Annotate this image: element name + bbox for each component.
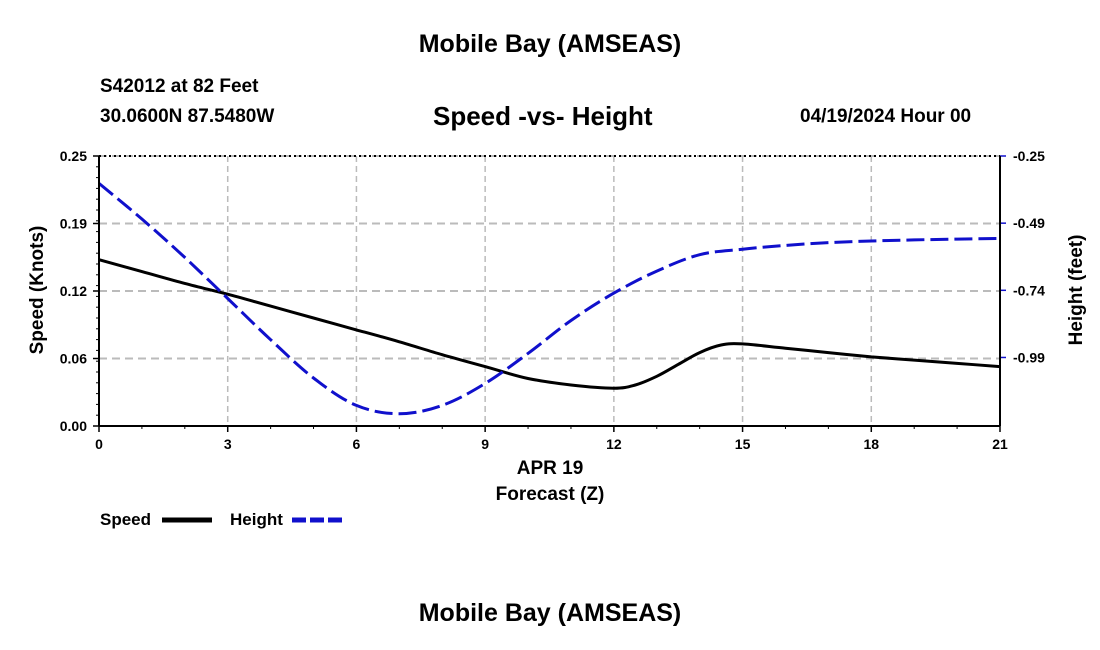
chart-main-title: Mobile Bay (AMSEAS)	[418, 30, 682, 58]
x-axis-title: Forecast (Z)	[496, 484, 605, 505]
forecast-datetime: 04/19/2024 Hour 00	[800, 106, 972, 127]
x-tick-label: 18	[863, 436, 879, 452]
legend: Speed Height	[100, 510, 342, 529]
legend-height-label: Height	[230, 510, 283, 529]
x-tick-label: 3	[224, 436, 232, 452]
series-layer	[98, 182, 1001, 416]
x-tick-label: 0	[95, 436, 103, 452]
axis-layer	[93, 155, 1006, 432]
y-axis-title: Speed (Knots)	[27, 226, 48, 355]
coordinates-label: 30.0600N 87.5480W	[100, 106, 275, 127]
series-line-speed	[98, 258, 1001, 390]
legend-speed-label: Speed	[100, 510, 151, 529]
y2-tick-label: -0.99	[1013, 349, 1045, 365]
y-tick-label: 0.06	[60, 351, 87, 367]
chart-subtitle: Speed -vs- Height	[433, 101, 653, 131]
grid-layer	[99, 155, 1000, 426]
x-tick-label: 6	[353, 436, 361, 452]
x-tick-label: 21	[992, 436, 1008, 452]
label-layer: 0 3 6 9 12 15 18 21 0.00 0.06 0.12 0.19 0.25 -0.25 -0.…	[60, 148, 1045, 452]
y2-tick-label: -0.25	[1013, 148, 1045, 164]
y-tick-label: 0.12	[60, 283, 87, 299]
bottom-repeat-title: Mobile Bay (AMSEAS)	[418, 599, 682, 627]
y-tick-label: 0.00	[60, 418, 87, 434]
y-tick-label: 0.19	[60, 216, 87, 232]
x-axis-date-label: APR 19	[517, 458, 584, 479]
station-label: S42012 at 82 Feet	[100, 76, 259, 97]
y2-tick-label: -0.74	[1013, 282, 1045, 298]
x-tick-label: 15	[735, 436, 751, 452]
x-tick-label: 9	[481, 436, 489, 452]
series-line-height	[98, 182, 1001, 416]
y2-tick-label: -0.49	[1013, 215, 1045, 231]
y-tick-label: 0.25	[60, 148, 87, 164]
x-tick-label: 12	[606, 436, 622, 452]
y2-axis-title: Height (feet)	[1066, 235, 1087, 346]
